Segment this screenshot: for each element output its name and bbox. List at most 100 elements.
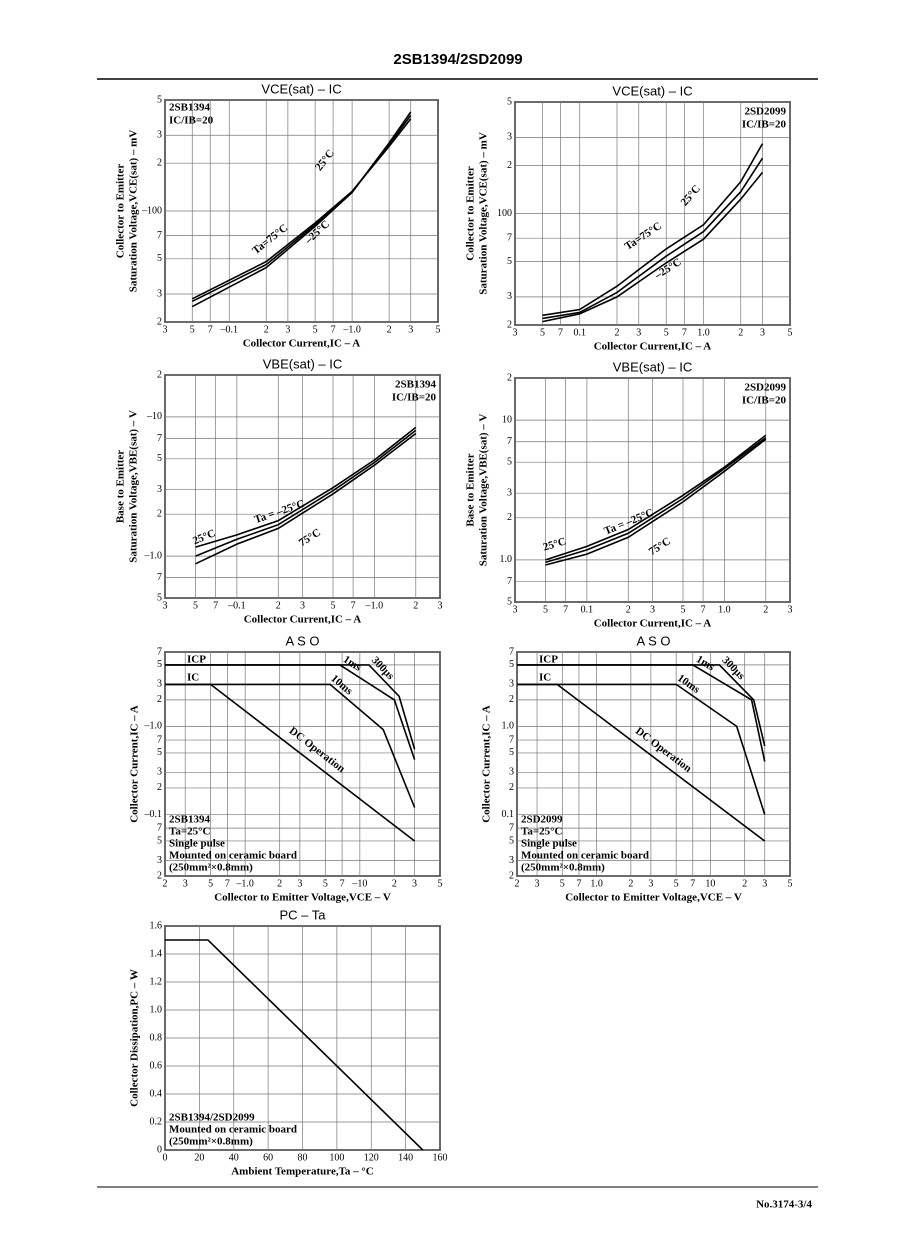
x-tick-label: 3 — [636, 327, 641, 338]
x-tick-label: 2 — [614, 327, 619, 338]
y-tick-label: 3 — [507, 132, 512, 143]
x-tick-label: 7 — [331, 324, 336, 335]
y-tick-label: 2 — [157, 694, 162, 705]
y-tick-label: 7 — [157, 646, 162, 657]
y-tick-label: 5 — [509, 835, 514, 846]
curve-label: 75°C — [297, 526, 323, 549]
curve — [191, 118, 412, 300]
y-tick-label: 2 — [157, 508, 162, 519]
x-tick-label: 2 — [277, 878, 282, 889]
x-tick-label: 2 — [392, 878, 397, 889]
x-tick-label: 1.0 — [590, 878, 603, 889]
y-tick-label: 3 — [157, 484, 162, 495]
y-tick-label: 5 — [157, 253, 162, 264]
y-tick-label: –10 — [146, 411, 162, 422]
y-tick-label: 2 — [507, 319, 512, 330]
chart-note: (250mm²×0.8mm) — [521, 862, 605, 874]
y-tick-label: 7 — [157, 734, 162, 745]
chart-note: Mounted on ceramic board — [521, 850, 649, 862]
chart-note: 2SB1394 — [169, 814, 210, 826]
x-tick-label: 7 — [213, 600, 218, 611]
x-tick-label: 7 — [701, 604, 706, 615]
x-tick-label: 7 — [558, 327, 563, 338]
y-tick-label: 2 — [507, 372, 512, 383]
x-tick-label: 7 — [351, 600, 356, 611]
x-tick-label: 3 — [285, 324, 290, 335]
y-tick-label: 5 — [509, 747, 514, 758]
x-tick-label: 2 — [387, 324, 392, 335]
x-tick-label: 2 — [628, 878, 633, 889]
x-tick-label: 0 — [163, 1152, 168, 1163]
x-tick-label: 5 — [436, 324, 441, 335]
x-tick-label: 3 — [648, 878, 653, 889]
page-footer: No.3174-3/4 — [756, 1199, 812, 1211]
x-axis-label: Collector Current,IC – A — [243, 338, 361, 350]
y-tick-label: 5 — [507, 456, 512, 467]
chart-note: IC/IB=20 — [742, 119, 787, 131]
x-tick-label: 5 — [323, 878, 328, 889]
y-tick-label: –1.0 — [144, 721, 163, 732]
curve-label: 25°C — [679, 183, 703, 209]
curve — [165, 939, 424, 1151]
x-tick-label: 5 — [438, 878, 443, 889]
x-tick-label: 5 — [193, 600, 198, 611]
x-tick-label: 3 — [513, 604, 518, 615]
x-tick-label: –1.0 — [342, 324, 361, 335]
chart-title: VCE(sat) – IC — [261, 81, 341, 96]
y-axis-label: Saturation Voltage,VBE(sat) – V — [478, 414, 490, 567]
x-tick-label: 3 — [297, 878, 302, 889]
y-tick-label: 1.0 — [500, 554, 513, 565]
x-tick-label: 3 — [513, 327, 518, 338]
x-tick-label: 5 — [560, 878, 565, 889]
y-axis-label: Collector to Emitter — [465, 166, 477, 261]
chart-note: IC/IB=20 — [742, 395, 787, 407]
x-tick-label: 5 — [681, 604, 686, 615]
x-tick-label: 3 — [412, 878, 417, 889]
y-tick-label: 5 — [157, 94, 162, 105]
y-tick-label: 0 — [157, 1144, 162, 1155]
y-tick-label: 1.0 — [150, 1004, 163, 1015]
y-tick-label: 5 — [157, 592, 162, 603]
x-tick-label: –0.1 — [219, 324, 238, 335]
x-tick-label: 5 — [664, 327, 669, 338]
x-tick-label: 7 — [563, 604, 568, 615]
y-tick-label: 5 — [157, 835, 162, 846]
x-tick-label: 5 — [190, 324, 195, 335]
y-tick-label: 2 — [157, 782, 162, 793]
y-tick-label: 3 — [157, 130, 162, 141]
x-tick-label: 2 — [763, 604, 768, 615]
y-tick-label: 3 — [157, 767, 162, 778]
y-tick-label: 1.2 — [150, 976, 163, 987]
y-tick-label: 7 — [157, 433, 162, 444]
curve — [195, 432, 417, 565]
y-axis-label: Collector Dissipation,PC – W — [129, 969, 141, 1107]
curve-label: Ta=75°C — [623, 220, 664, 253]
x-tick-label: 120 — [364, 1152, 379, 1163]
x-tick-label: 3 — [163, 324, 168, 335]
y-tick-label: 5 — [157, 747, 162, 758]
y-tick-label: 3 — [509, 679, 514, 690]
y-axis-label: Base to Emitter — [465, 453, 477, 526]
x-tick-label: 5 — [208, 878, 213, 889]
curve-label: –25°C — [652, 256, 684, 282]
x-tick-label: 140 — [398, 1152, 413, 1163]
chart-note: Single pulse — [169, 838, 225, 850]
x-tick-label: 5 — [788, 327, 793, 338]
x-tick-label: 3 — [760, 327, 765, 338]
y-tick-label: 1.6 — [150, 920, 163, 931]
x-tick-label: 7 — [208, 324, 213, 335]
x-axis-label: Collector Current,IC – A — [244, 614, 362, 626]
chart-note: (250mm²×0.8mm) — [169, 1136, 253, 1148]
y-tick-label: 7 — [509, 646, 514, 657]
curve — [517, 683, 766, 815]
x-tick-label: 1.0 — [697, 327, 710, 338]
chart-note: 2SD2099 — [744, 382, 786, 394]
x-tick-label: 7 — [690, 878, 695, 889]
y-tick-label: 0.2 — [150, 1116, 163, 1127]
y-tick-label: –0.1 — [144, 809, 163, 820]
y-tick-label: 7 — [509, 822, 514, 833]
y-tick-label: 2 — [157, 157, 162, 168]
y-tick-label: 5 — [509, 659, 514, 670]
chart-note: Ta=25°C — [169, 826, 210, 838]
